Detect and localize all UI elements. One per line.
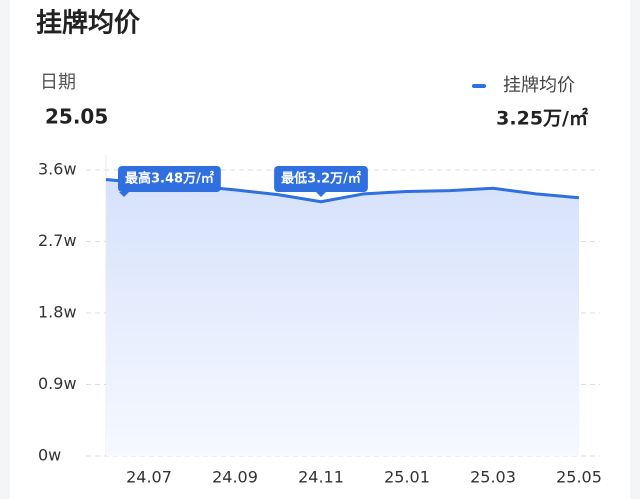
x-tick-label: 24.07 bbox=[126, 468, 172, 487]
area bbox=[106, 179, 579, 457]
annotation: 最高3.48万/㎡ bbox=[118, 166, 221, 197]
y-tick-label: 3.6w bbox=[38, 160, 77, 179]
current-value: 3.25万/㎡ bbox=[496, 107, 588, 130]
y-tick-label: 0.9w bbox=[38, 374, 77, 393]
annotation-pointer bbox=[119, 192, 129, 197]
y-tick-label: 0w bbox=[38, 446, 61, 465]
x-tick-label: 25.05 bbox=[556, 468, 602, 487]
annotation-label: 最高3.48万/㎡ bbox=[125, 171, 214, 187]
annotation-pointer bbox=[316, 192, 326, 197]
chart-title: 挂牌均价 bbox=[36, 8, 141, 39]
y-tick-label: 1.8w bbox=[38, 303, 77, 322]
date-label: 日期 bbox=[40, 72, 76, 93]
y-tick-label: 2.7w bbox=[38, 231, 77, 250]
x-tick-label: 24.11 bbox=[298, 468, 344, 487]
x-tick-label: 25.01 bbox=[384, 468, 430, 487]
x-tick-label: 25.03 bbox=[470, 468, 516, 487]
annotation-box bbox=[118, 166, 221, 192]
annotation-box bbox=[274, 166, 368, 192]
annotation: 最低3.2万/㎡ bbox=[274, 166, 368, 197]
legend-label: 挂牌均价 bbox=[503, 75, 575, 96]
x-tick-label: 24.09 bbox=[212, 468, 258, 487]
annotation-label: 最低3.2万/㎡ bbox=[281, 171, 361, 187]
date-value: 25.05 bbox=[45, 105, 108, 129]
